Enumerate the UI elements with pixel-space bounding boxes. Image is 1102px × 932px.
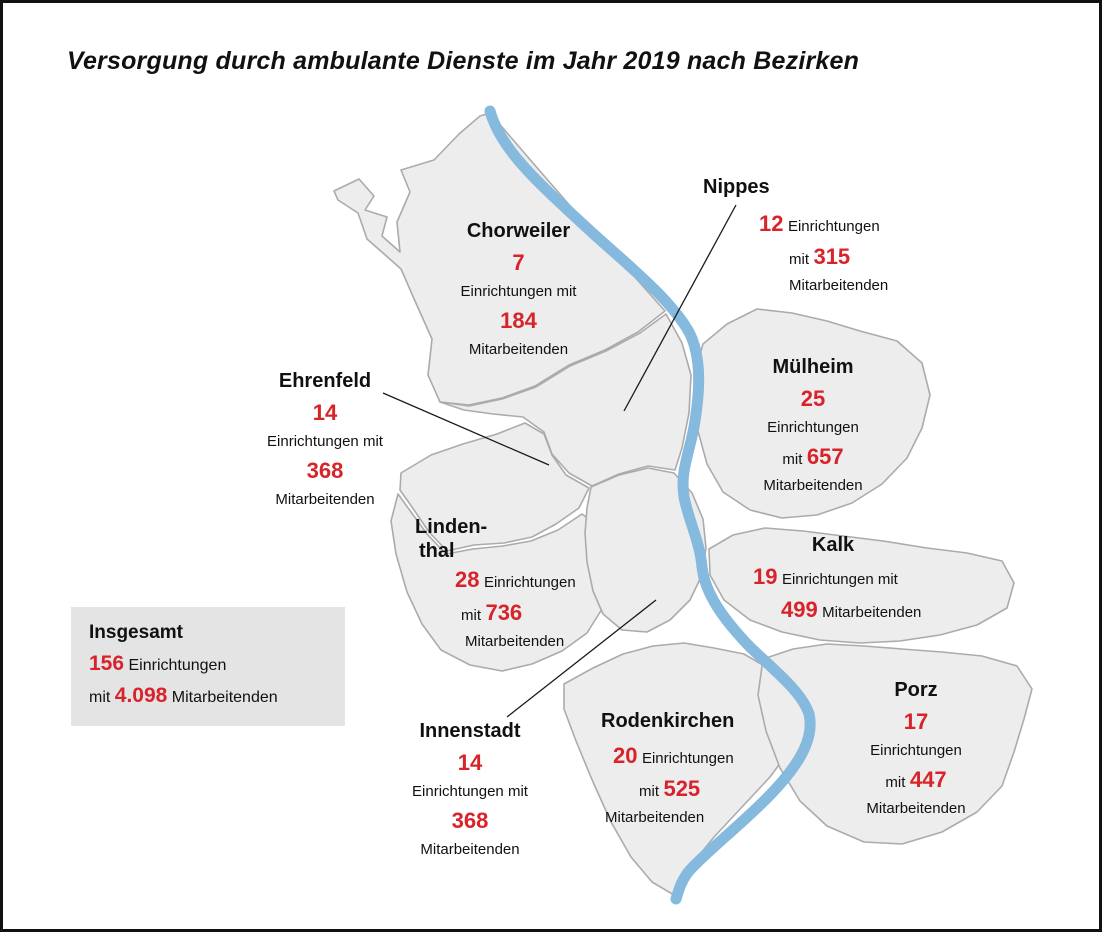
district-label-chorweiler: Chorweiler 7 Einrichtungen mit 184 Mitar… — [431, 219, 606, 359]
district-label-rodenkirchen: Rodenkirchen 20 Einrichtungen mit 525 Mi… — [601, 709, 781, 827]
facilities-count: 14 — [312, 400, 338, 425]
district-label-nippes: Nippes 12 Einrichtungen mit 315 Mitarbei… — [703, 175, 943, 295]
facilities-count: 25 — [800, 386, 826, 411]
district-name: Innenstadt — [419, 720, 521, 742]
facilities-count: 17 — [903, 709, 929, 734]
district-shape-chorweiler — [333, 112, 666, 406]
district-shape-kalk — [708, 527, 1015, 644]
facilities-count: 28 — [455, 567, 480, 592]
total-staff-count: 4.098 — [114, 684, 168, 707]
staff-count: 184 — [500, 308, 537, 333]
staff-count: 315 — [813, 244, 851, 269]
staff-count: 657 — [806, 444, 844, 469]
facilities-count: 20 — [613, 743, 638, 768]
staff-count: 447 — [909, 767, 947, 792]
district-shape-rodenkirchen — [563, 642, 803, 896]
cologne-district-map — [333, 105, 1033, 905]
district-name: Kalk — [811, 534, 855, 556]
total-facilities-count: 156 — [89, 652, 125, 675]
leader-line-nippes — [623, 204, 737, 412]
district-name: Nippes — [703, 176, 770, 198]
district-label-porz: Porz 17 Einrichtungen mit 447 Mitarbeite… — [846, 678, 986, 818]
staff-count: 525 — [663, 776, 701, 801]
facilities-count: 14 — [457, 750, 483, 775]
leader-line-ehrenfeld — [382, 392, 550, 466]
district-label-innenstadt: Innenstadt 14 Einrichtungen mit 368 Mita… — [386, 719, 554, 859]
district-shape-porz — [757, 643, 1033, 845]
district-shape-ehrenfeld — [399, 422, 590, 552]
district-name-line2: thal — [419, 540, 455, 562]
district-name: Porz — [894, 679, 938, 701]
district-name: Ehrenfeld — [278, 370, 372, 392]
district-shape-muelheim — [694, 308, 931, 519]
staff-count: 368 — [306, 458, 344, 483]
staff-count: 499 — [781, 597, 818, 622]
district-name: Linden- — [415, 516, 488, 538]
facilities-count: 12 — [759, 211, 784, 236]
district-name: Chorweiler — [466, 220, 571, 242]
district-shape-nippes — [439, 313, 692, 487]
district-name: Rodenkirchen — [601, 710, 735, 732]
district-label-muelheim: Mülheim 25 Einrichtungen mit 657 Mitarbe… — [743, 355, 883, 495]
district-shape-innenstadt — [584, 467, 707, 633]
facilities-count: 7 — [512, 250, 525, 275]
district-name: Mülheim — [772, 356, 854, 378]
page-title: Versorgung durch ambulante Dienste im Ja… — [67, 47, 860, 75]
facilities-count: 19 — [753, 564, 778, 589]
staff-count: 368 — [451, 808, 489, 833]
district-label-kalk: Kalk 19 Einrichtungen mit 499 Mitarbeite… — [753, 534, 922, 622]
staff-count: 736 — [485, 600, 523, 625]
leader-line-innenstadt — [506, 599, 657, 718]
rhine-river — [484, 105, 816, 905]
total-title: Insgesamt — [89, 622, 183, 643]
district-label-lindenthal: Linden- thal 28 Einrichtungen mit 736 Mi… — [415, 515, 615, 651]
total-box: Insgesamt 156 Einrichtungen mit 4.098 Mi… — [71, 607, 345, 726]
district-label-ehrenfeld: Ehrenfeld 14 Einrichtungen mit 368 Mitar… — [241, 369, 409, 509]
